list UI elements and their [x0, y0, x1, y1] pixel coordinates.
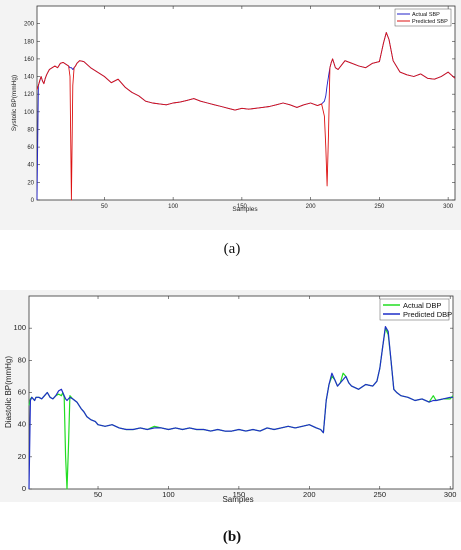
y-tick-label: 0 — [31, 198, 35, 204]
y-tick-label: 120 — [24, 92, 35, 98]
y-tick-label: 40 — [18, 420, 26, 429]
x-tick-label: 300 — [444, 490, 457, 499]
legend-label-predicted: Predicted DBP — [403, 310, 452, 319]
x-tick-label: 250 — [373, 490, 386, 499]
x-tick-label: 200 — [306, 204, 317, 210]
y-tick-label: 80 — [18, 355, 26, 364]
axis-ticks: 50 100 150 200 250 300 0 20 40 60 80 100 120 140 160 18… — [24, 6, 455, 210]
plot-area — [36, 5, 456, 201]
y-axis-label: Diastolic BP(mmHg) — [4, 356, 13, 428]
y-tick-label: 20 — [27, 180, 34, 186]
y-tick-label: 140 — [24, 75, 35, 81]
x-tick-label: 100 — [168, 204, 179, 210]
legend-label-predicted: Predicted SBP — [412, 19, 448, 25]
y-tick-label: 60 — [18, 388, 26, 397]
y-tick-label: 180 — [24, 39, 35, 45]
x-axis-label: Samples — [232, 206, 258, 213]
y-axis-label: Systolic BP(mmHg) — [11, 75, 18, 131]
y-tick-label: 80 — [27, 127, 34, 133]
x-axis-label: Samples — [222, 495, 253, 504]
caption-a: (a) — [224, 241, 241, 257]
y-tick-label: 40 — [27, 163, 34, 169]
x-tick-label: 50 — [94, 490, 102, 499]
x-tick-label: 50 — [101, 204, 108, 210]
legend-label-actual: Actual SBP — [412, 12, 440, 18]
y-tick-label: 100 — [13, 323, 26, 332]
legend: Actual SBP Predicted SBP — [394, 8, 452, 27]
x-tick-label: 200 — [303, 490, 316, 499]
y-tick-label: 0 — [22, 484, 26, 493]
series-line-predicted — [36, 32, 456, 201]
y-tick-label: 200 — [24, 22, 35, 28]
x-tick-label: 150 — [233, 490, 246, 499]
systolic-bp-chart: 50 100 150 200 250 300 0 20 40 60 80 100 120 140 160 18… — [0, 0, 461, 230]
legend: Actual DBP Predicted DBP — [379, 298, 452, 321]
x-tick-label: 300 — [443, 204, 454, 210]
y-tick-label: 160 — [24, 57, 35, 63]
series-lines — [36, 32, 456, 201]
legend-label-actual: Actual DBP — [403, 301, 441, 310]
x-tick-label: 100 — [162, 490, 175, 499]
y-tick-label: 20 — [18, 452, 26, 461]
y-tick-label: 60 — [27, 145, 34, 151]
x-tick-label: 150 — [237, 204, 248, 210]
y-tick-label: 100 — [24, 110, 35, 116]
series-lines — [28, 326, 454, 490]
diastolic-bp-chart: 50 100 150 200 250 300 0 20 40 60 80 100 Samples Di… — [0, 290, 461, 504]
series-line-predicted — [28, 326, 453, 490]
x-tick-label: 250 — [374, 204, 385, 210]
plot-area — [28, 295, 454, 490]
caption-b: (b) — [223, 529, 241, 545]
